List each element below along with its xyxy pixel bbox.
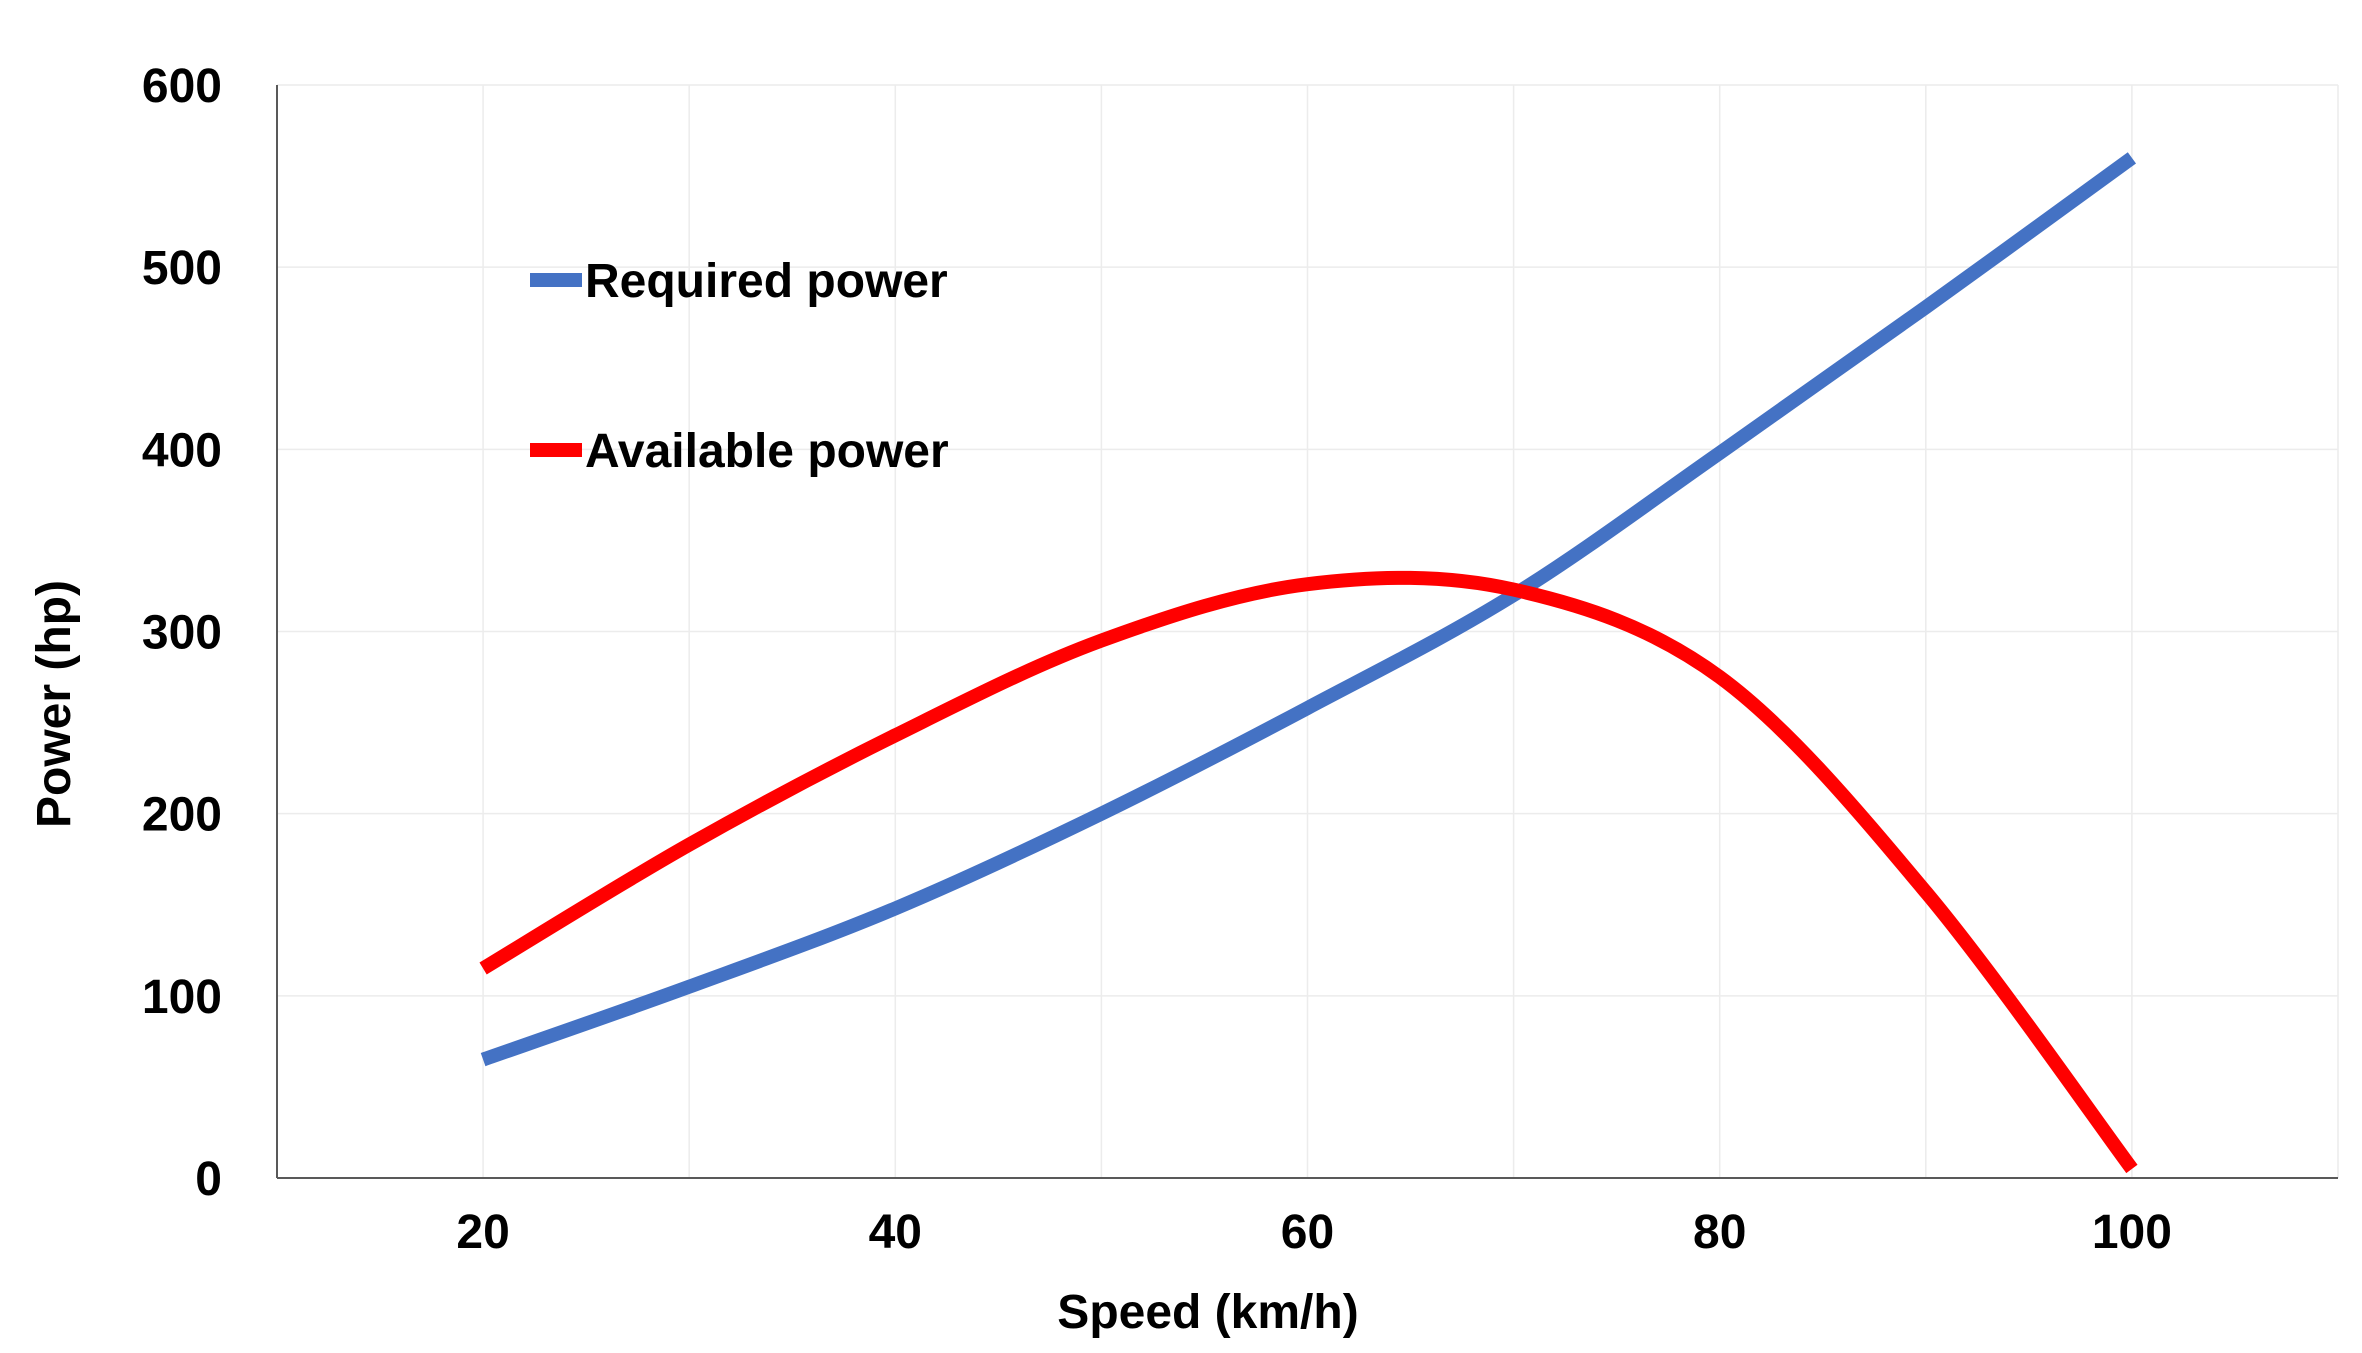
legend-label-required-power: Required power: [585, 255, 948, 308]
y-axis-title: Power (hp): [28, 580, 81, 828]
legend-label-available-power: Available power: [585, 425, 949, 478]
required-power-line: [480, 152, 2137, 1067]
y-tick-label: 0: [195, 1153, 222, 1206]
x-tick-label: 100: [2092, 1206, 2172, 1259]
x-tick-label: 40: [869, 1206, 922, 1259]
tick-labels: 0 100 200 300 400 500 600 20 40 60 80 100: [142, 60, 2172, 1259]
y-tick-label: 100: [142, 971, 222, 1024]
y-tick-label: 300: [142, 607, 222, 660]
x-tick-label: 60: [1281, 1206, 1334, 1259]
series-lines: [479, 152, 2138, 1174]
y-tick-label: 400: [142, 424, 222, 477]
x-axis-title: Speed (km/h): [1057, 1286, 1358, 1339]
y-tick-label: 500: [142, 242, 222, 295]
y-tick-label: 200: [142, 789, 222, 842]
available-power-line: [479, 570, 2138, 1174]
x-tick-label: 80: [1693, 1206, 1746, 1259]
gridlines: [277, 84, 2339, 1178]
x-tick-label: 20: [456, 1206, 509, 1259]
legend: Required power Available power: [530, 255, 949, 478]
axes: [276, 85, 2338, 1179]
y-tick-label: 600: [142, 60, 222, 113]
